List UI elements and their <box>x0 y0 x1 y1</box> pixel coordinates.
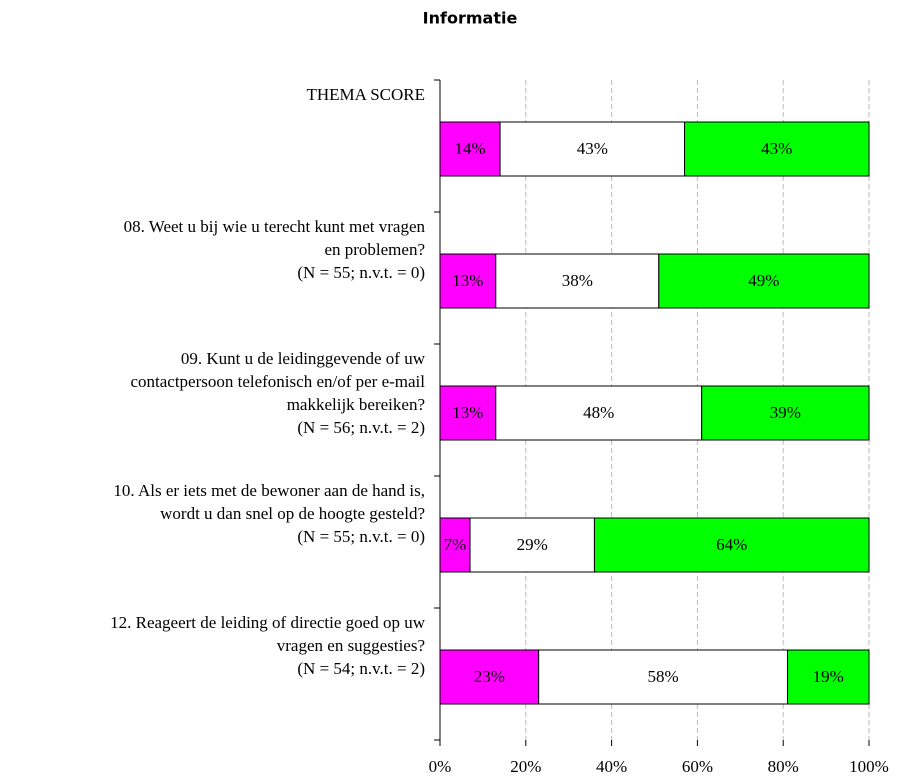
category-label: 08. Weet u bij wie u terecht kunt met vr… <box>124 217 426 236</box>
bar-segment <box>786 649 870 705</box>
category-label: 10. Als er iets met de bewoner aan de ha… <box>113 481 425 500</box>
bar-segment <box>469 517 595 573</box>
data-label: 13% <box>452 403 483 422</box>
bar-segment <box>658 253 870 309</box>
data-label: 48% <box>583 403 614 422</box>
x-tick-label: 0% <box>429 757 452 776</box>
data-label: 19% <box>813 667 844 686</box>
data-label: 7% <box>444 535 467 554</box>
category-label: (N = 55; n.v.t. = 0) <box>297 527 425 546</box>
data-label: 13% <box>452 271 483 290</box>
data-label: 23% <box>474 667 505 686</box>
bar-segment <box>499 121 686 177</box>
bar-segment <box>684 121 870 177</box>
data-label: 29% <box>517 535 548 554</box>
category-label: contactpersoon telefonisch en/of per e-m… <box>130 372 425 391</box>
category-label: vragen en suggesties? <box>277 636 425 655</box>
data-label: 14% <box>454 139 485 158</box>
bar-segment <box>701 385 870 441</box>
data-label: 49% <box>748 271 779 290</box>
bar-segment <box>538 649 788 705</box>
category-label: (N = 55; n.v.t. = 0) <box>297 263 425 282</box>
x-tick-label: 100% <box>849 757 889 776</box>
data-label: 64% <box>716 535 747 554</box>
x-tick-label: 60% <box>682 757 713 776</box>
data-label: 43% <box>761 139 792 158</box>
category-label: makkelijk bereiken? <box>287 395 425 414</box>
bar-segment <box>439 253 497 309</box>
category-label: wordt u dan snel op de hoogte gesteld? <box>160 504 425 523</box>
bar-segment <box>439 649 540 705</box>
category-label: 09. Kunt u de leidinggevende of uw <box>181 349 426 368</box>
data-label: 58% <box>647 667 678 686</box>
bar-segment <box>495 385 703 441</box>
category-label: en problemen? <box>324 240 425 259</box>
x-tick-label: 20% <box>510 757 541 776</box>
data-label: 38% <box>562 271 593 290</box>
x-tick-label: 40% <box>596 757 627 776</box>
bar-segment <box>593 517 870 573</box>
data-label: 39% <box>770 403 801 422</box>
bar-segment <box>439 517 471 573</box>
category-label: (N = 54; n.v.t. = 2) <box>297 659 425 678</box>
category-label: THEMA SCORE <box>306 85 425 104</box>
category-label: (N = 56; n.v.t. = 2) <box>297 418 425 437</box>
chart-title: Informatie <box>423 9 518 28</box>
data-label: 43% <box>577 139 608 158</box>
category-label: 12. Reageert de leiding of directie goed… <box>110 613 426 632</box>
bar-segment <box>495 253 660 309</box>
x-tick-label: 80% <box>768 757 799 776</box>
bar-segment <box>439 385 497 441</box>
